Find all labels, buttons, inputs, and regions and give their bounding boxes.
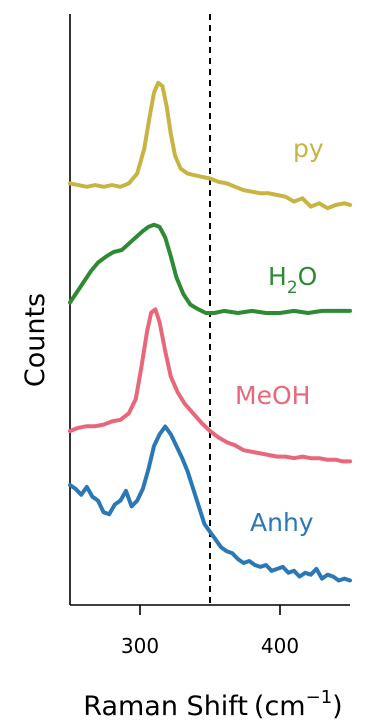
x-axis-title-unit-sup: −1 — [306, 687, 333, 708]
series-label-h2o: H2O — [268, 262, 317, 298]
series-label-anhy: Anhy — [250, 508, 314, 537]
series-line-py — [68, 80, 352, 211]
series-line-meoh — [68, 307, 352, 464]
series-label-py: py — [293, 134, 324, 163]
series-line-h2o — [68, 222, 352, 315]
x-ticks: 300 400 — [121, 605, 299, 658]
x-axis-title: Raman Shift (cm−1) — [83, 687, 342, 722]
x-axis-title-unit: (cm — [254, 691, 306, 722]
series-label-layer: py H2O MeOH Anhy — [235, 134, 324, 537]
x-axis-title-main: Raman Shift — [83, 691, 248, 722]
x-axis-title-unit-close: ) — [332, 691, 343, 722]
x-tick-label-400: 400 — [261, 634, 299, 658]
series-line-anhy — [68, 424, 352, 583]
series-layer — [68, 80, 352, 583]
x-tick-label-300: 300 — [121, 634, 159, 658]
series-label-meoh: MeOH — [235, 381, 310, 410]
y-axis-title: Counts — [20, 293, 51, 387]
plot-frame — [69, 14, 350, 606]
